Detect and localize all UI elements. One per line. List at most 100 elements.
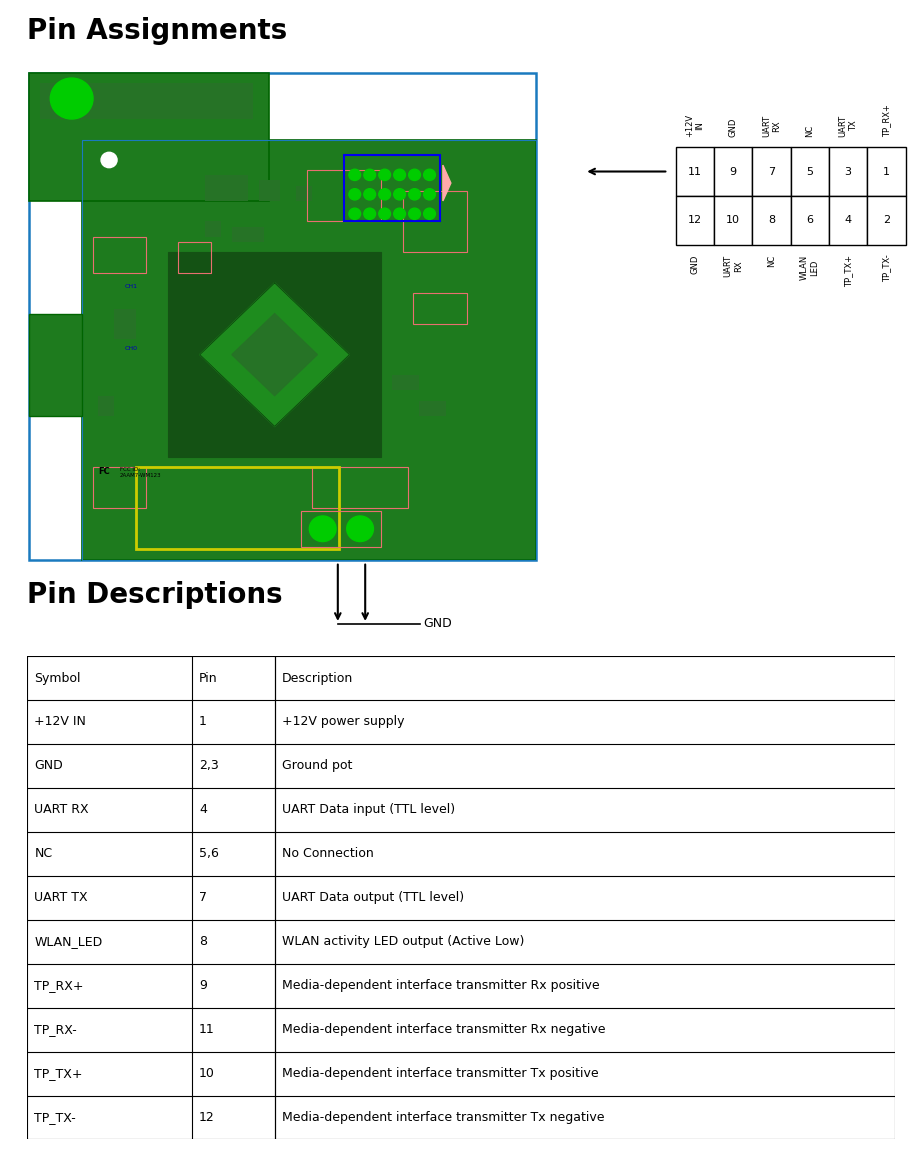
Bar bbox=[29, 314, 82, 417]
Text: Symbol: Symbol bbox=[35, 671, 81, 685]
Bar bbox=[714, 196, 752, 244]
Circle shape bbox=[424, 169, 436, 181]
Text: 9: 9 bbox=[199, 980, 207, 992]
Bar bbox=[258, 181, 280, 201]
Text: 5,6: 5,6 bbox=[199, 847, 219, 860]
Circle shape bbox=[394, 169, 405, 181]
Circle shape bbox=[409, 208, 421, 220]
Bar bbox=[676, 196, 714, 244]
Bar bbox=[232, 227, 264, 242]
Bar bbox=[344, 155, 440, 221]
Text: NC: NC bbox=[35, 847, 52, 860]
Text: CH1: CH1 bbox=[125, 284, 138, 289]
Bar bbox=[29, 73, 269, 201]
Bar bbox=[312, 467, 408, 509]
Text: 8: 8 bbox=[199, 936, 207, 948]
Text: 11: 11 bbox=[199, 1023, 215, 1036]
Text: 10: 10 bbox=[199, 1067, 215, 1080]
Text: 7: 7 bbox=[199, 891, 207, 905]
Circle shape bbox=[394, 189, 405, 200]
Bar bbox=[178, 242, 211, 273]
Text: +12V power supply: +12V power supply bbox=[281, 716, 404, 729]
Bar bbox=[301, 511, 382, 547]
Text: UART
RX: UART RX bbox=[761, 115, 782, 137]
Bar bbox=[752, 196, 791, 244]
Text: Media-dependent interface transmitter Tx positive: Media-dependent interface transmitter Tx… bbox=[281, 1067, 598, 1080]
Circle shape bbox=[424, 208, 436, 220]
Text: UART TX: UART TX bbox=[35, 891, 88, 905]
Text: 5: 5 bbox=[806, 167, 813, 176]
Circle shape bbox=[409, 169, 421, 181]
Text: UART RX: UART RX bbox=[35, 803, 89, 816]
Bar bbox=[791, 147, 829, 196]
Circle shape bbox=[363, 208, 375, 220]
Circle shape bbox=[347, 516, 373, 542]
Text: GND: GND bbox=[690, 254, 699, 274]
Bar bbox=[114, 323, 136, 340]
Text: NC: NC bbox=[805, 124, 814, 137]
Text: Pin Assignments: Pin Assignments bbox=[27, 17, 288, 45]
Text: 1: 1 bbox=[199, 716, 207, 729]
Text: 10: 10 bbox=[726, 215, 740, 226]
Bar bbox=[82, 139, 536, 559]
Text: Pin Descriptions: Pin Descriptions bbox=[27, 581, 283, 609]
Text: 11: 11 bbox=[687, 167, 702, 176]
Text: 6: 6 bbox=[806, 215, 813, 226]
Text: 9: 9 bbox=[729, 167, 737, 176]
Text: TP_RX-: TP_RX- bbox=[35, 1023, 77, 1036]
Text: UART Data output (TTL level): UART Data output (TTL level) bbox=[281, 891, 464, 905]
Circle shape bbox=[409, 189, 421, 200]
Circle shape bbox=[50, 78, 93, 119]
Text: +12V
IN: +12V IN bbox=[685, 114, 705, 137]
Polygon shape bbox=[232, 314, 318, 396]
Text: 3: 3 bbox=[845, 167, 852, 176]
Circle shape bbox=[349, 189, 361, 200]
Text: 12: 12 bbox=[199, 1111, 215, 1125]
Text: WLAN activity LED output (Active Low): WLAN activity LED output (Active Low) bbox=[281, 936, 524, 948]
Bar bbox=[296, 185, 312, 201]
Text: No Connection: No Connection bbox=[281, 847, 373, 860]
Polygon shape bbox=[200, 283, 350, 426]
Bar bbox=[114, 308, 136, 323]
Circle shape bbox=[349, 169, 361, 181]
Text: Description: Description bbox=[281, 671, 352, 685]
Bar bbox=[93, 237, 146, 273]
Bar bbox=[403, 191, 467, 252]
Text: TP_TX+: TP_TX+ bbox=[844, 254, 853, 287]
Text: Ground pot: Ground pot bbox=[281, 760, 352, 772]
Bar bbox=[205, 221, 221, 237]
Text: UART Data input (TTL level): UART Data input (TTL level) bbox=[281, 803, 455, 816]
Bar bbox=[414, 294, 467, 323]
Bar bbox=[39, 83, 253, 119]
Text: GND: GND bbox=[424, 617, 452, 631]
Text: WLAN_LED: WLAN_LED bbox=[35, 936, 102, 948]
Text: 12: 12 bbox=[687, 215, 702, 226]
Circle shape bbox=[363, 169, 375, 181]
Bar bbox=[82, 139, 536, 559]
Bar bbox=[205, 175, 248, 201]
Polygon shape bbox=[443, 165, 451, 201]
Text: FCC ID:
2AAM7-WM123: FCC ID: 2AAM7-WM123 bbox=[120, 467, 162, 478]
Text: TP_TX-: TP_TX- bbox=[35, 1111, 76, 1125]
Text: Media-dependent interface transmitter Rx positive: Media-dependent interface transmitter Rx… bbox=[281, 980, 599, 992]
Bar bbox=[829, 147, 867, 196]
Bar bbox=[136, 467, 339, 549]
Text: GND: GND bbox=[729, 117, 738, 137]
Text: UART
RX: UART RX bbox=[723, 254, 743, 277]
Circle shape bbox=[101, 152, 117, 168]
Text: 2: 2 bbox=[883, 215, 890, 226]
Bar bbox=[676, 147, 714, 196]
Text: 1: 1 bbox=[883, 167, 890, 176]
Text: Media-dependent interface transmitter Tx negative: Media-dependent interface transmitter Tx… bbox=[281, 1111, 604, 1125]
Bar bbox=[168, 252, 382, 457]
Text: 4: 4 bbox=[845, 215, 852, 226]
Bar bbox=[714, 147, 752, 196]
Text: TP_RX+: TP_RX+ bbox=[882, 104, 891, 137]
Bar bbox=[392, 375, 419, 390]
Bar bbox=[307, 170, 382, 221]
Text: TP_TX+: TP_TX+ bbox=[35, 1067, 83, 1080]
Circle shape bbox=[349, 208, 361, 220]
Bar bbox=[867, 196, 906, 244]
Text: 8: 8 bbox=[768, 215, 775, 226]
Bar bbox=[99, 396, 114, 417]
